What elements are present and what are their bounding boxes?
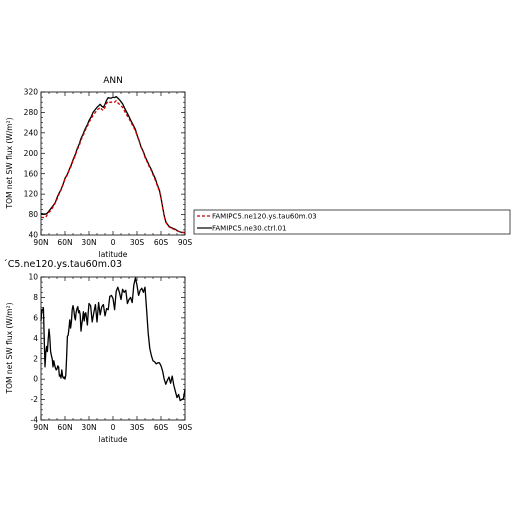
y-tick-label: 160 <box>24 169 39 178</box>
top-plot-ticks <box>40 91 186 236</box>
x-tick-label: 30N <box>81 238 96 247</box>
y-tick-label: 280 <box>24 108 39 117</box>
y-tick-label: 4 <box>33 334 38 343</box>
x-tick-label: 90N <box>33 238 48 247</box>
x-tick-label: 60S <box>154 238 169 247</box>
y-tick-label: 6 <box>33 313 38 322</box>
y-tick-label: 80 <box>28 210 38 219</box>
y-tick-label: 200 <box>24 149 39 158</box>
x-tick-label: 60N <box>57 238 72 247</box>
series-line-0-1 <box>40 100 186 234</box>
legend-box <box>193 209 511 235</box>
legend: FAMIPC5.ne120.ys.tau60m.03 FAMIPC5.ne30.… <box>193 209 511 235</box>
bottom-plot-ylabel: TOM net SW flux (W/m²) <box>5 302 14 394</box>
top-plot-ylabel: TOM net SW flux (W/m²) <box>5 117 14 209</box>
top-plot-x-tick-labels: 90N 60N 30N 0 30S 60S 90S <box>33 238 192 247</box>
y-tick-label: 40 <box>28 231 38 240</box>
y-tick-label: 240 <box>24 128 39 137</box>
y-tick-label: 2 <box>33 354 38 363</box>
x-tick-label: 60N <box>57 423 72 432</box>
x-tick-label: 30S <box>130 423 145 432</box>
bottom-plot: ´C5.ne120.ys.tau60m.03 90N 60N 30N 0 30S 60S 9… <box>3 259 192 444</box>
x-tick-label: 90S <box>178 423 193 432</box>
legend-label-ctrl: FAMIPC5.ne30.ctrl.01 <box>212 225 287 233</box>
bottom-plot-y-tick-labels: -4 -2 0 2 4 6 8 10 <box>28 273 38 425</box>
top-plot-xlabel: latitude <box>99 250 128 259</box>
x-tick-label: 30S <box>130 238 145 247</box>
top-plot: ANN 90N 60N 30N 0 30S 60S 90S 40 80 120 160 200 240… <box>5 76 192 259</box>
y-tick-label: 320 <box>24 88 39 97</box>
legend-label-test: FAMIPC5.ne120.ys.tau60m.03 <box>212 213 317 221</box>
series-line-0-0 <box>40 95 186 234</box>
x-tick-label: 30N <box>81 423 96 432</box>
top-plot-series <box>40 95 186 234</box>
x-tick-label: 0 <box>111 238 116 247</box>
bottom-plot-x-tick-labels: 90N 60N 30N 0 30S 60S 90S <box>33 423 192 432</box>
x-tick-label: 90N <box>33 423 48 432</box>
bottom-plot-ticks <box>40 276 186 421</box>
x-tick-label: 0 <box>111 423 116 432</box>
y-tick-label: -4 <box>31 416 39 425</box>
bottom-plot-series <box>40 277 186 402</box>
y-tick-label: 10 <box>28 273 38 282</box>
y-tick-label: 8 <box>33 293 38 302</box>
y-tick-label: -2 <box>31 395 39 404</box>
y-tick-label: 120 <box>24 190 39 199</box>
bottom-plot-title: ´C5.ne120.ys.tau60m.03 <box>3 259 122 270</box>
y-tick-label: 0 <box>33 375 38 384</box>
bottom-plot-xlabel: latitude <box>99 435 128 444</box>
top-plot-y-tick-labels: 40 80 120 160 200 240 280 320 <box>24 88 39 240</box>
series-line-1-0 <box>40 277 186 402</box>
x-tick-label: 60S <box>154 423 169 432</box>
x-tick-label: 90S <box>178 238 193 247</box>
top-plot-title: ANN <box>103 76 123 86</box>
